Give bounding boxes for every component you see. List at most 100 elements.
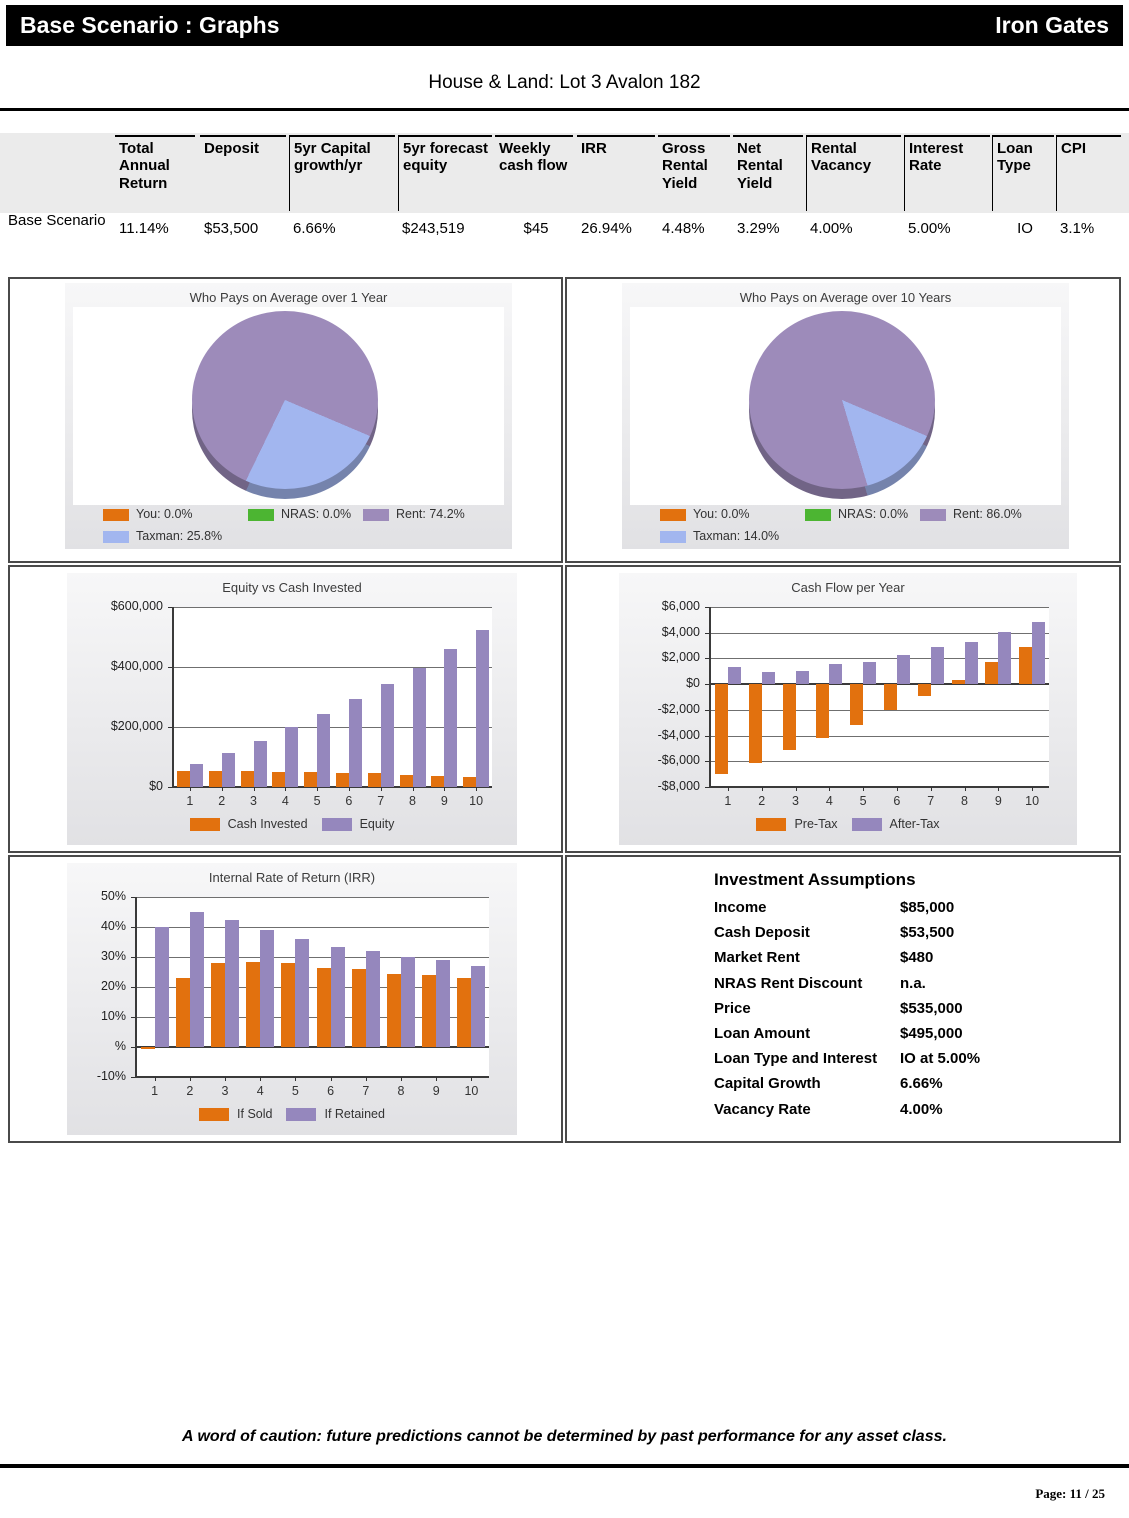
nras-legend-label: NRAS: 0.0% — [281, 507, 352, 521]
ytick-label-6: -10% — [96, 1069, 126, 1083]
bar-cashflow-after-tax-yr5 — [863, 661, 877, 685]
table-value-7: 3.29% — [737, 220, 780, 237]
gridline-3 — [137, 987, 489, 988]
assumption-label-3: NRAS Rent Discount — [714, 974, 863, 992]
gridline-7 — [711, 786, 1049, 788]
gridline-6 — [711, 761, 1049, 763]
table-value-6: 4.48% — [662, 220, 705, 237]
xtick-mark-0 — [727, 787, 729, 791]
table-value-9: 5.00% — [908, 220, 951, 237]
xtick-label-3: 4 — [256, 1084, 264, 1098]
bar-irr-if-retained-yr5 — [295, 939, 310, 1047]
bar-irr-if-sold-yr8 — [387, 973, 401, 1047]
bar-irr-if-sold-yr4 — [246, 961, 261, 1047]
table-header-9: Interest Rate — [904, 135, 990, 211]
chart-title-irr: Internal Rate of Return (IRR) — [208, 870, 376, 885]
xtick-label-6: 7 — [377, 794, 385, 808]
table-value-11: 3.1% — [1060, 220, 1095, 237]
gridline-5 — [711, 735, 1049, 737]
bar-cashflow-pre-tax-yr9 — [985, 662, 999, 685]
assumption-value-7: 6.66% — [900, 1075, 943, 1093]
assumption-label-6: Loan Type and Interest — [714, 1050, 878, 1068]
bar-equity-cash-invested-yr4 — [272, 771, 286, 787]
y-axis — [709, 607, 711, 788]
ytick-mark-0 — [131, 897, 137, 898]
table-value-3: $243,519 — [402, 220, 465, 237]
xtick-mark-3 — [285, 787, 287, 791]
chart-panel-pie-1yr: Who Pays on Average over 1 Year You: 0.0%… — [65, 283, 512, 549]
bar-irr-if-sold-yr5 — [281, 963, 296, 1047]
you-legend-label: You: 0.0% — [693, 507, 750, 521]
ytick-label-2: $2,000 — [661, 650, 700, 665]
bar-equity-cash-invested-yr5 — [304, 771, 318, 787]
ytick-mark-4 — [131, 1017, 137, 1018]
bar-equity-equity-yr3 — [253, 741, 267, 787]
xtick-label-7: 8 — [961, 794, 968, 808]
xtick-mark-6 — [380, 787, 382, 791]
ytick-mark-1 — [168, 667, 174, 668]
ytick-label-1: $4,000 — [661, 624, 700, 639]
xtick-mark-9 — [471, 1077, 473, 1081]
bar-irr-if-sold-yr7 — [351, 969, 366, 1047]
rent-legend-swatch — [363, 509, 389, 521]
assumption-label-5: Loan Amount — [714, 1025, 811, 1042]
taxman-legend-label: Taxman: 25.8% — [136, 529, 223, 543]
chart-panel-cashflow: Cash Flow per Year $6,000 $4,000 $2,000 $0 -$… — [619, 573, 1077, 845]
ytick-mark-6 — [131, 1077, 137, 1078]
gridline-2 — [711, 658, 1049, 660]
xtick-label-4: 5 — [313, 794, 321, 808]
property-title: House & Land: Lot 3 Avalon 182 — [428, 72, 701, 93]
table-header-0: Total Annual Return — [115, 135, 195, 211]
legend-swatch — [199, 1107, 230, 1121]
bar-irr-if-retained-yr1 — [154, 927, 169, 1047]
ytick-label-0: $6,000 — [661, 599, 700, 613]
xtick-mark-8 — [436, 1077, 438, 1081]
chart-panel-irr: Internal Rate of Return (IRR) 50% 40% 30% 20… — [67, 863, 517, 1135]
assumption-value-5: $495,000 — [900, 1025, 963, 1042]
chart-title-pie-10yr: Who Pays on Average over 10 Years — [739, 290, 952, 305]
ytick-label-1: 40% — [100, 919, 126, 933]
legend-label: If Retained — [324, 1107, 385, 1121]
chart-panel-equity: Equity vs Cash Invested $600,000 $400,000 $… — [67, 573, 517, 845]
xtick-label-5: 6 — [345, 794, 353, 808]
xtick-label-7: 8 — [397, 1084, 405, 1098]
chart-title-cashflow: Cash Flow per Year — [791, 580, 905, 595]
xtick-label-0: 1 — [151, 1084, 159, 1098]
assumption-label-1: Cash Deposit — [714, 924, 810, 942]
gridline-4 — [137, 1017, 489, 1018]
gridline-1 — [174, 667, 492, 668]
bar-cashflow-after-tax-yr8 — [964, 641, 978, 685]
ytick-mark-5 — [705, 735, 711, 737]
assumption-value-0: $85,000 — [900, 899, 955, 916]
legend-irr: If Sold If Retained — [67, 1107, 517, 1121]
divider-bottom — [0, 1464, 1129, 1468]
bar-equity-cash-invested-yr1 — [176, 770, 190, 787]
bar-irr-if-retained-yr8 — [401, 957, 415, 1047]
xtick-mark-0 — [189, 787, 191, 791]
xtick-label-0: 1 — [186, 794, 194, 808]
caution-text: A word of caution: future predictions ca… — [182, 1428, 947, 1445]
bar-irr-if-sold-yr10 — [457, 978, 472, 1047]
ytick-label-5: -$4,000 — [657, 727, 700, 742]
bar-equity-cash-invested-yr8 — [399, 774, 413, 787]
ytick-mark-7 — [705, 787, 711, 788]
bar-irr-if-retained-yr9 — [436, 960, 451, 1047]
bar-irr-if-sold-yr3 — [211, 963, 225, 1047]
xtick-label-3: 4 — [825, 794, 833, 808]
plot-bg — [711, 607, 1049, 787]
xtick-mark-7 — [412, 787, 414, 791]
ytick-mark-0 — [168, 607, 174, 608]
bar-irr-if-sold-yr1 — [140, 1047, 155, 1049]
ytick-mark-1 — [705, 632, 711, 634]
ytick-label-0: 50% — [100, 889, 126, 903]
legend-item-if-retained: If Retained — [286, 1107, 385, 1121]
xtick-mark-5 — [330, 1077, 332, 1081]
xtick-label-9: 10 — [1025, 794, 1040, 808]
table-header-11: CPI — [1056, 135, 1121, 211]
legend-equity: Cash Invested Equity — [67, 817, 517, 831]
rent-legend-swatch — [920, 509, 946, 521]
bar-cashflow-after-tax-yr3 — [795, 670, 809, 685]
table-value-2: 6.66% — [293, 220, 336, 237]
legend-swatch — [756, 817, 787, 831]
xtick-label-6: 7 — [362, 1084, 370, 1098]
